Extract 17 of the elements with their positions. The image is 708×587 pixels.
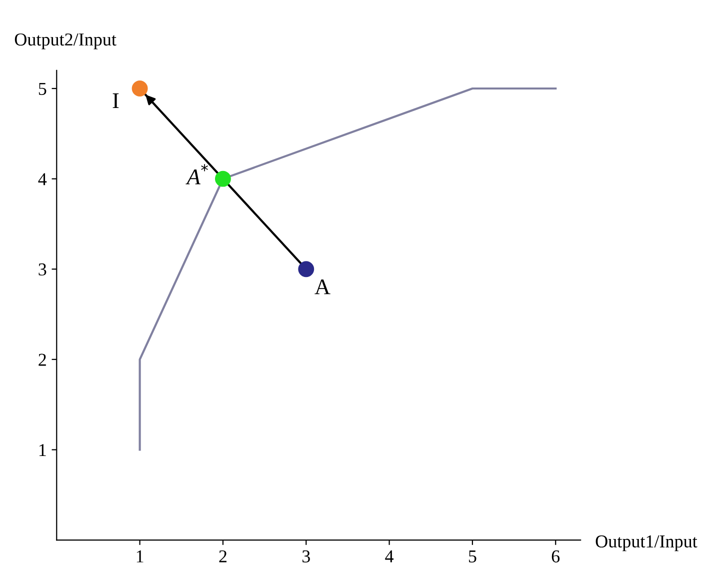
line-series	[138, 87, 557, 451]
x-tick-label: 3	[302, 550, 310, 562]
y-tick-label: 5	[38, 82, 46, 95]
annotation: I	[112, 93, 119, 108]
y-axis-title: Output2/Input	[14, 33, 116, 50]
x-tick-label: 6	[552, 550, 560, 562]
x-tick-label: 1	[136, 550, 144, 562]
annotation: A$^{*}$	[186, 164, 208, 184]
y-tick-label: 3	[38, 263, 46, 276]
x-tick-label: 5	[468, 550, 476, 562]
annotation: A	[314, 279, 330, 294]
x-tick-label: 4	[385, 550, 394, 562]
y-tick-label: 1	[39, 444, 46, 456]
y-tick-label: 4	[38, 173, 47, 186]
x-tick-label: 2	[219, 550, 226, 562]
x-axis-title: Output1/Input	[596, 535, 698, 552]
y-tick-label: 2	[38, 354, 46, 366]
